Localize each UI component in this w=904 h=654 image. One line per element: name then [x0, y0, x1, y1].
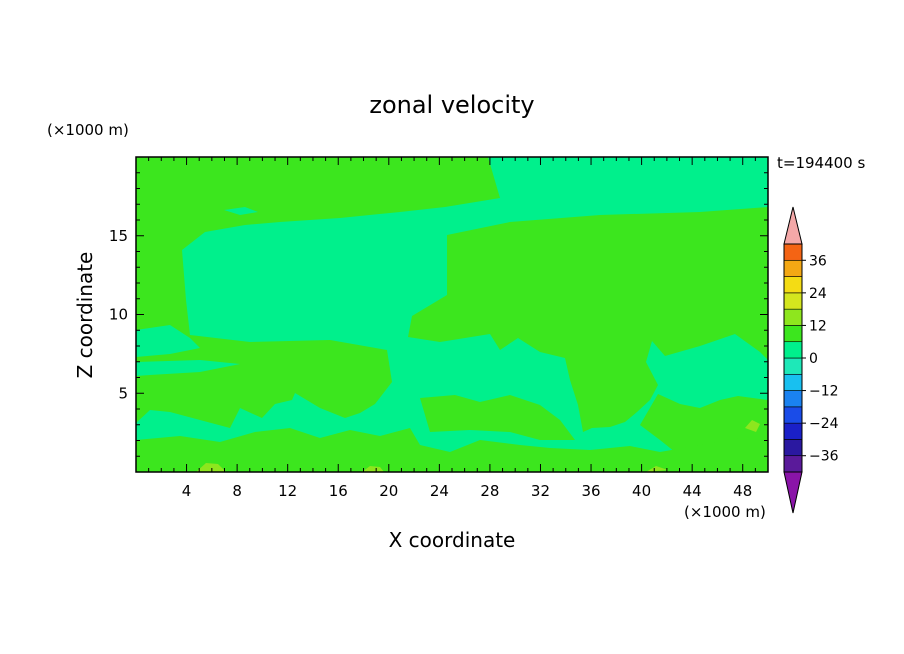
x-axis-label: X coordinate: [389, 528, 516, 552]
colorbar-tick-label: 12: [809, 318, 827, 334]
colorbar: 36 24 12 0 −12 −24 −36: [783, 206, 839, 514]
x-tick-label: 28: [480, 482, 499, 500]
field-mid-low: [420, 395, 575, 440]
y-axis-unit: (×1000 m): [47, 121, 129, 139]
colorbar-segment: [783, 325, 803, 343]
field-bottom-left: [136, 428, 768, 472]
time-label: t=194400 s: [777, 154, 865, 172]
colorbar-segment: [783, 373, 803, 391]
x-tick-label: 20: [379, 482, 398, 500]
y-tick-label: 5: [118, 384, 128, 402]
colorbar-segment: [783, 243, 803, 261]
x-tick-label: 12: [278, 482, 297, 500]
field-strong-3: [646, 466, 668, 472]
colorbar-segment: [783, 308, 803, 326]
y-tick-label: 10: [109, 306, 128, 324]
field-strong-1: [196, 463, 226, 472]
colorbar-segment: [783, 357, 803, 375]
y-axis-label: Z coordinate: [73, 252, 97, 379]
colorbar-segment: [783, 292, 803, 310]
colorbar-over-arrow: [783, 206, 803, 245]
colorbar-segment: [783, 406, 803, 424]
x-tick-label: 24: [430, 482, 449, 500]
colorbar-tick-label: −36: [809, 449, 839, 465]
field-main-region: [136, 157, 768, 472]
colorbar-segment: [783, 422, 803, 440]
field-strong-2: [362, 466, 384, 472]
plot-area: [136, 157, 768, 472]
colorbar-segment: [783, 390, 803, 408]
field-left-mid: [136, 360, 240, 376]
colorbar-segment: [783, 439, 803, 457]
field-top-right-sliver: [736, 157, 768, 185]
x-tick-label: 4: [182, 482, 192, 500]
colorbar-segment: [783, 341, 803, 359]
colorbar-segment: [783, 276, 803, 294]
x-tick-label: 32: [531, 482, 550, 500]
colorbar-tick-label: 24: [809, 286, 827, 302]
field-top-sliver: [224, 207, 258, 215]
x-tick-label: 36: [581, 482, 600, 500]
colorbar-tick-label: −12: [809, 384, 839, 400]
x-tick-label: 40: [632, 482, 651, 500]
x-axis-unit: (×1000 m): [684, 503, 766, 521]
x-tick-label: 16: [329, 482, 348, 500]
field-left-band: [136, 325, 200, 357]
x-tick-label: 48: [733, 482, 752, 500]
y-axis-ticks: 5 10 15: [109, 172, 768, 457]
chart-title: zonal velocity: [369, 91, 534, 119]
field-strong-4: [745, 420, 760, 432]
colorbar-segment: [783, 259, 803, 277]
colorbar-tick-label: −24: [809, 416, 839, 432]
x-tick-label: 44: [683, 482, 702, 500]
x-axis-ticks: 4 8 12 16 20 24 28 32 36 40 44 48: [148, 157, 756, 500]
colorbar-tick-label: 0: [809, 351, 818, 367]
x-tick-label: 8: [232, 482, 242, 500]
colorbar-segment: [783, 455, 803, 473]
colorbar-tick-label: 36: [809, 253, 827, 269]
colorbar-under-arrow: [783, 471, 803, 514]
y-tick-label: 15: [109, 227, 128, 245]
